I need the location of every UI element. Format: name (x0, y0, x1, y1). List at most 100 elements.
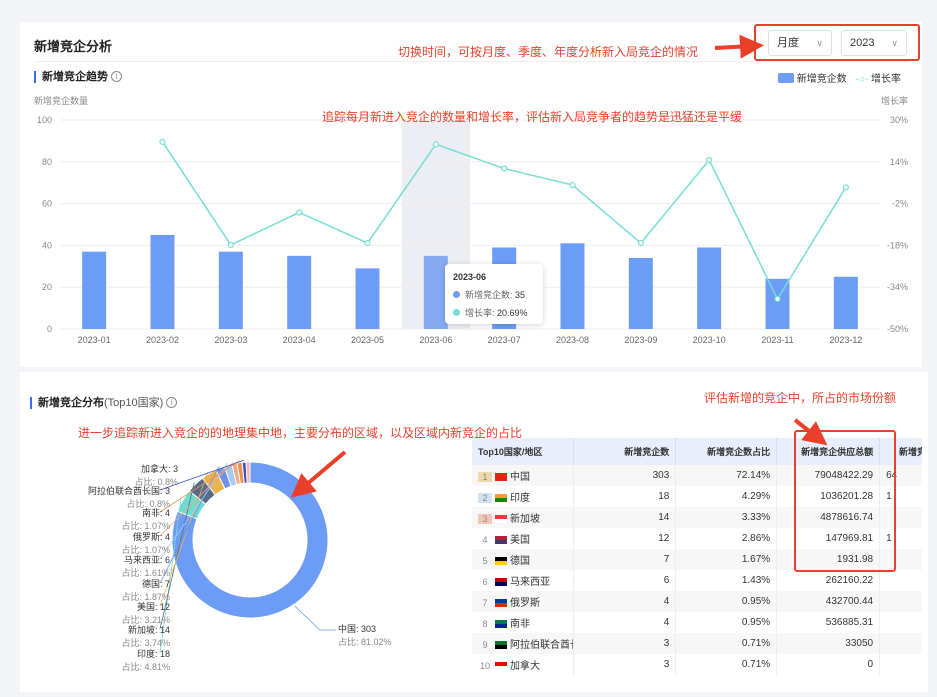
table-row[interactable]: 9 阿拉伯联合酋长 3 0.71% 33050 (472, 633, 922, 654)
donut-label-name: 俄罗斯 (132, 532, 160, 542)
donut-label-percent: 3.74% (144, 638, 170, 648)
y-tick-label: 80 (42, 157, 52, 167)
ratio-cell: 2.86% (675, 528, 778, 549)
x-tick-label: 2023-09 (624, 335, 657, 345)
rate-point (432, 141, 439, 148)
count-cell: 303 (573, 465, 677, 486)
donut-label-prefix: 占比: (121, 592, 145, 602)
rank-badge: 6 (482, 577, 488, 587)
donut-label-name: 阿拉伯联合酋长国 (87, 486, 160, 496)
flag-icon (495, 599, 507, 607)
donut-label-percent: 4.81% (144, 662, 170, 672)
supply-cell: 432700.44 (776, 591, 881, 612)
table-row[interactable]: 3 新加坡 14 3.33% 4878616.74 (472, 507, 922, 528)
rate-point (774, 295, 781, 303)
donut-label-percent: 3.21% (144, 615, 170, 625)
year-select[interactable]: 2023 ∨ (841, 30, 907, 56)
count-cell: 6 (573, 570, 677, 591)
donut-label-value: 7 (164, 579, 170, 589)
table-row[interactable]: 5 德国 7 1.67% 1931.98 (472, 549, 922, 570)
ratio-cell: 0.71% (675, 633, 778, 654)
x-tick-label: 2023-06 (419, 335, 452, 345)
table-row[interactable]: 8 南非 4 0.95% 536885.31 (472, 612, 922, 633)
tooltip-dot-icon (453, 309, 460, 316)
x-tick-label: 2023-10 (693, 335, 726, 345)
extra-cell: 1 (879, 528, 922, 549)
donut-label-prefix: 占比: (121, 521, 145, 531)
extra-cell (879, 591, 922, 612)
y-tick-label: 40 (42, 240, 52, 250)
rate-point (706, 156, 713, 164)
donut-label: 印度: 18 占比: 4.81% (121, 649, 170, 672)
flag-icon (495, 557, 507, 565)
tooltip-dot-icon (453, 291, 460, 298)
x-tick-label: 2023-03 (214, 335, 247, 345)
ratio-cell: 1.43% (675, 570, 778, 591)
donut-label-prefix: 占比: (338, 637, 362, 647)
column-header[interactable]: 新增竞企数占比 (675, 438, 778, 465)
legend-count[interactable]: 新增竞企数 (796, 74, 847, 85)
rank-badge: 5 (482, 556, 488, 566)
flag-icon (495, 578, 507, 586)
table-row[interactable]: 4 美国 12 2.86% 147969.81 1 (472, 528, 922, 549)
donut-label-prefix: 占比: (121, 662, 145, 672)
donut-label: 俄罗斯: 4 占比: 1.07% (121, 532, 170, 555)
column-header[interactable]: 新增竞企 (879, 438, 922, 465)
country-name: 加拿大 (510, 661, 540, 672)
flag-icon (495, 641, 507, 649)
legend-line-icon: -○- (855, 74, 869, 85)
rate-point (569, 181, 576, 189)
donut-label: 阿拉伯联合酋长国: 3 占比: 0.8% (87, 486, 170, 509)
y-axis-label: 新增竞企数量 (34, 96, 89, 106)
y2-tick-label: -34% (887, 282, 908, 292)
donut-label: 德国: 7 占比: 1.87% (121, 579, 170, 602)
donut-label-name: 印度 (136, 649, 155, 659)
table-row[interactable]: 2 印度 18 4.29% 1036201.28 1 (472, 486, 922, 507)
legend: 新增竞企数 -○- 增长率 (778, 70, 901, 85)
leader-line (159, 465, 220, 584)
info-circle-icon[interactable]: i (166, 397, 178, 408)
bar (833, 276, 858, 329)
donut-label-percent: 1.61% (144, 568, 170, 578)
supply-cell: 79048422.29 (776, 465, 881, 486)
column-header[interactable]: Top10国家/地区 (472, 438, 574, 465)
donut-label-percent: 0.8% (149, 499, 170, 509)
country-name: 中国 (510, 472, 530, 483)
rate-point (296, 209, 303, 216)
table-row[interactable]: 6 马来西亚 6 1.43% 262160.22 (472, 570, 922, 591)
rank-badge: 9 (482, 640, 488, 650)
column-header[interactable]: 新增竞企数 (573, 438, 677, 465)
page-title: 新增竞企分析 (34, 39, 113, 54)
count-cell: 4 (573, 591, 677, 612)
donut-label-value: 18 (159, 649, 170, 659)
table-header: Top10国家/地区新增竞企数新增竞企数占比新增竞企供应总额新增竞企 (472, 438, 922, 465)
table-row[interactable]: 10 加拿大 3 0.71% 0 (472, 654, 922, 675)
donut-label-value: 4 (164, 532, 170, 542)
supply-cell: 0 (776, 654, 881, 675)
rank-badge: 1 (478, 472, 492, 482)
y2-tick-label: 30% (890, 115, 908, 125)
rank-badge: 7 (482, 598, 488, 608)
tooltip-count-label: 新增竞企数: (465, 290, 513, 300)
leader-line (159, 460, 240, 513)
bar (560, 243, 585, 329)
period-select[interactable]: 月度 ∨ (768, 30, 832, 56)
x-tick-label: 2023-02 (146, 335, 179, 345)
x-tick-label: 2023-04 (283, 335, 316, 345)
supply-cell: 262160.22 (776, 570, 881, 591)
donut-label-value: 14 (159, 625, 170, 635)
table-row[interactable]: 7 俄罗斯 4 0.95% 432700.44 (472, 591, 922, 612)
donut-label-name: 美国 (136, 602, 155, 612)
table-row[interactable]: 1 中国 303 72.14% 79048422.29 64 (472, 465, 922, 486)
trend-title: 新增竞企趋势 i (34, 71, 122, 83)
info-circle-icon[interactable]: i (111, 71, 122, 82)
ratio-cell: 1.67% (675, 549, 778, 570)
bar (628, 257, 653, 329)
count-cell: 3 (573, 654, 677, 675)
column-header[interactable]: 新增竞企供应总额 (776, 438, 881, 465)
rate-point (501, 165, 508, 172)
donut-label-name: 德国 (141, 579, 160, 589)
x-tick-label: 2023-11 (761, 335, 793, 345)
ratio-cell: 3.33% (675, 507, 778, 528)
legend-rate[interactable]: 增长率 (871, 74, 902, 85)
